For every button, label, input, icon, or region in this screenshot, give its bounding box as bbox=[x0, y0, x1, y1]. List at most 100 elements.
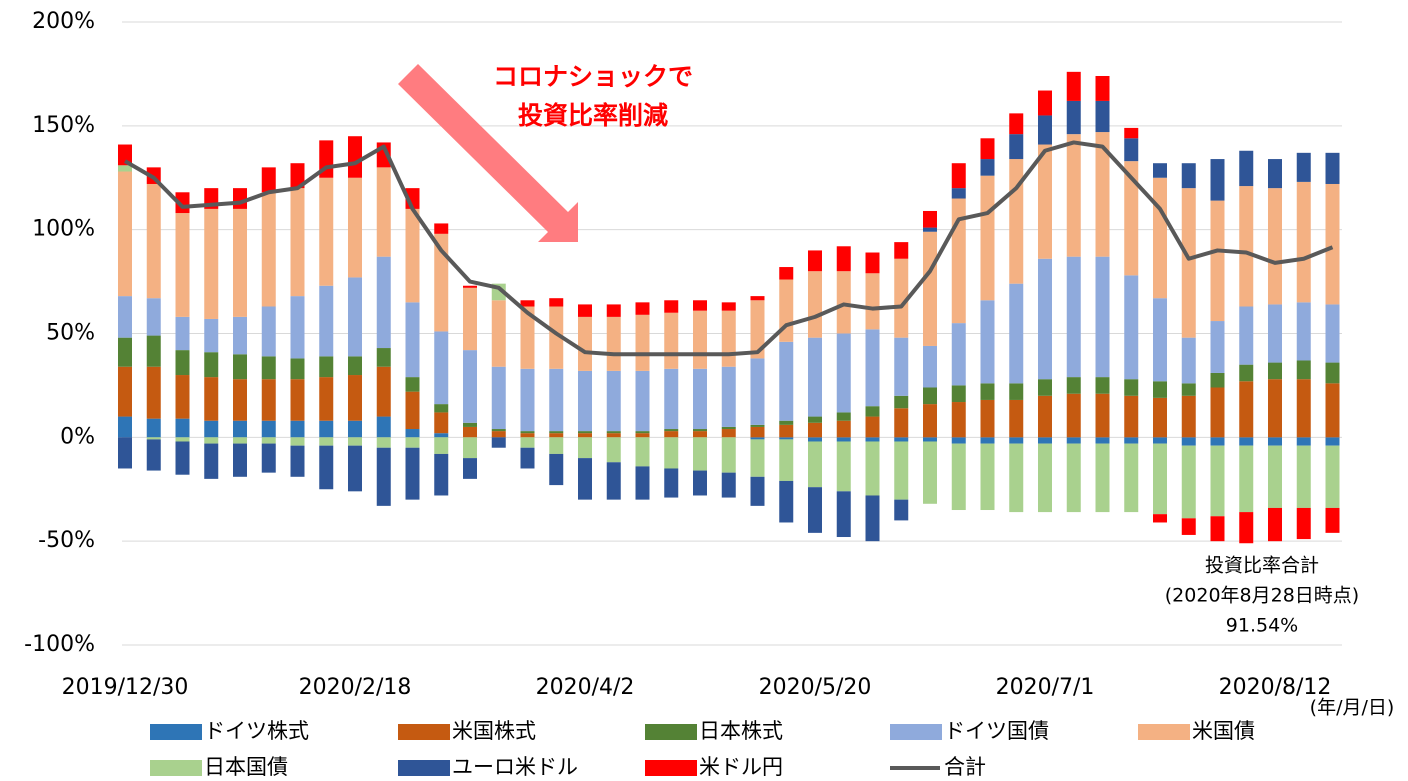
bar bbox=[865, 252, 880, 274]
bar bbox=[290, 379, 305, 421]
bar bbox=[1268, 445, 1282, 508]
bar bbox=[1296, 445, 1311, 508]
bar bbox=[635, 437, 650, 467]
bar bbox=[1066, 256, 1081, 378]
bar bbox=[434, 223, 449, 234]
bar bbox=[693, 310, 707, 369]
bar bbox=[923, 210, 937, 228]
bar bbox=[175, 418, 190, 438]
bar bbox=[1066, 393, 1081, 438]
bar bbox=[290, 445, 305, 477]
annotation: 投資比率合計 bbox=[1205, 555, 1319, 577]
bar bbox=[434, 404, 449, 413]
bar bbox=[635, 314, 650, 371]
bar bbox=[894, 441, 909, 500]
bar bbox=[750, 426, 765, 438]
bar bbox=[549, 431, 564, 434]
bar bbox=[405, 302, 420, 378]
bar bbox=[290, 420, 305, 438]
bar bbox=[721, 426, 736, 430]
bar bbox=[606, 431, 621, 434]
bar bbox=[175, 437, 190, 442]
bar bbox=[146, 298, 161, 336]
legend-swatch bbox=[645, 760, 697, 776]
bar bbox=[549, 368, 564, 432]
bar bbox=[836, 333, 851, 413]
bar bbox=[405, 447, 420, 500]
legend-label: 米国債 bbox=[1192, 719, 1255, 743]
bar bbox=[405, 429, 420, 438]
bar bbox=[1210, 445, 1225, 517]
bar bbox=[1239, 150, 1254, 187]
bar bbox=[923, 345, 937, 388]
bar bbox=[1095, 75, 1110, 101]
bar bbox=[750, 476, 765, 506]
y-tick-label: 200% bbox=[32, 9, 95, 34]
bar bbox=[520, 431, 535, 434]
bar bbox=[951, 163, 966, 189]
bar bbox=[261, 306, 276, 357]
bar bbox=[1038, 437, 1052, 444]
bar bbox=[233, 188, 247, 209]
bar bbox=[463, 422, 477, 427]
bar bbox=[290, 437, 305, 446]
bar bbox=[1239, 437, 1254, 446]
bar bbox=[261, 379, 276, 421]
bar bbox=[721, 429, 736, 438]
bar bbox=[779, 424, 794, 438]
bar bbox=[664, 300, 679, 313]
bar bbox=[693, 368, 707, 430]
bar bbox=[951, 402, 966, 438]
bar bbox=[894, 408, 909, 438]
bar bbox=[1268, 507, 1282, 542]
bar bbox=[319, 377, 334, 421]
bar bbox=[1181, 395, 1196, 438]
bar bbox=[578, 433, 592, 438]
bar bbox=[348, 177, 362, 278]
bar bbox=[549, 453, 564, 486]
bar bbox=[980, 175, 995, 301]
bar bbox=[980, 443, 995, 511]
bar bbox=[894, 337, 909, 396]
bar bbox=[836, 491, 851, 538]
bar bbox=[1268, 159, 1282, 189]
bar bbox=[520, 437, 535, 448]
bar bbox=[1124, 437, 1139, 444]
bar bbox=[348, 445, 362, 492]
bar bbox=[549, 306, 564, 369]
bar bbox=[951, 437, 966, 444]
bar bbox=[520, 433, 535, 438]
bar bbox=[319, 437, 334, 446]
bar bbox=[405, 208, 420, 303]
bar bbox=[1325, 437, 1340, 446]
bar bbox=[1296, 152, 1311, 182]
legend-label: 日本国債 bbox=[204, 755, 288, 779]
bar bbox=[808, 441, 822, 488]
bar bbox=[779, 267, 794, 280]
bar bbox=[1124, 127, 1139, 139]
legend-label: 日本株式 bbox=[699, 719, 783, 743]
bar bbox=[1038, 395, 1052, 438]
bar bbox=[491, 366, 506, 430]
bar bbox=[319, 356, 334, 378]
bar bbox=[693, 429, 707, 432]
bar bbox=[1153, 163, 1167, 178]
bar bbox=[175, 350, 190, 376]
bar bbox=[118, 416, 132, 438]
bar bbox=[578, 437, 592, 459]
annotation: 91.54% bbox=[1226, 615, 1298, 637]
bar bbox=[836, 420, 851, 438]
bar bbox=[721, 366, 736, 427]
bar bbox=[808, 337, 822, 417]
bar bbox=[578, 431, 592, 434]
bar bbox=[290, 358, 305, 380]
bar bbox=[1124, 138, 1139, 162]
bar bbox=[1268, 437, 1282, 446]
bar bbox=[1239, 445, 1254, 513]
y-tick-label: -50% bbox=[38, 528, 95, 553]
annotation: コロナショックで bbox=[493, 62, 693, 91]
bar bbox=[606, 370, 621, 432]
bar bbox=[491, 437, 506, 448]
legend-label: ドイツ株式 bbox=[204, 719, 309, 743]
bar bbox=[118, 144, 132, 166]
